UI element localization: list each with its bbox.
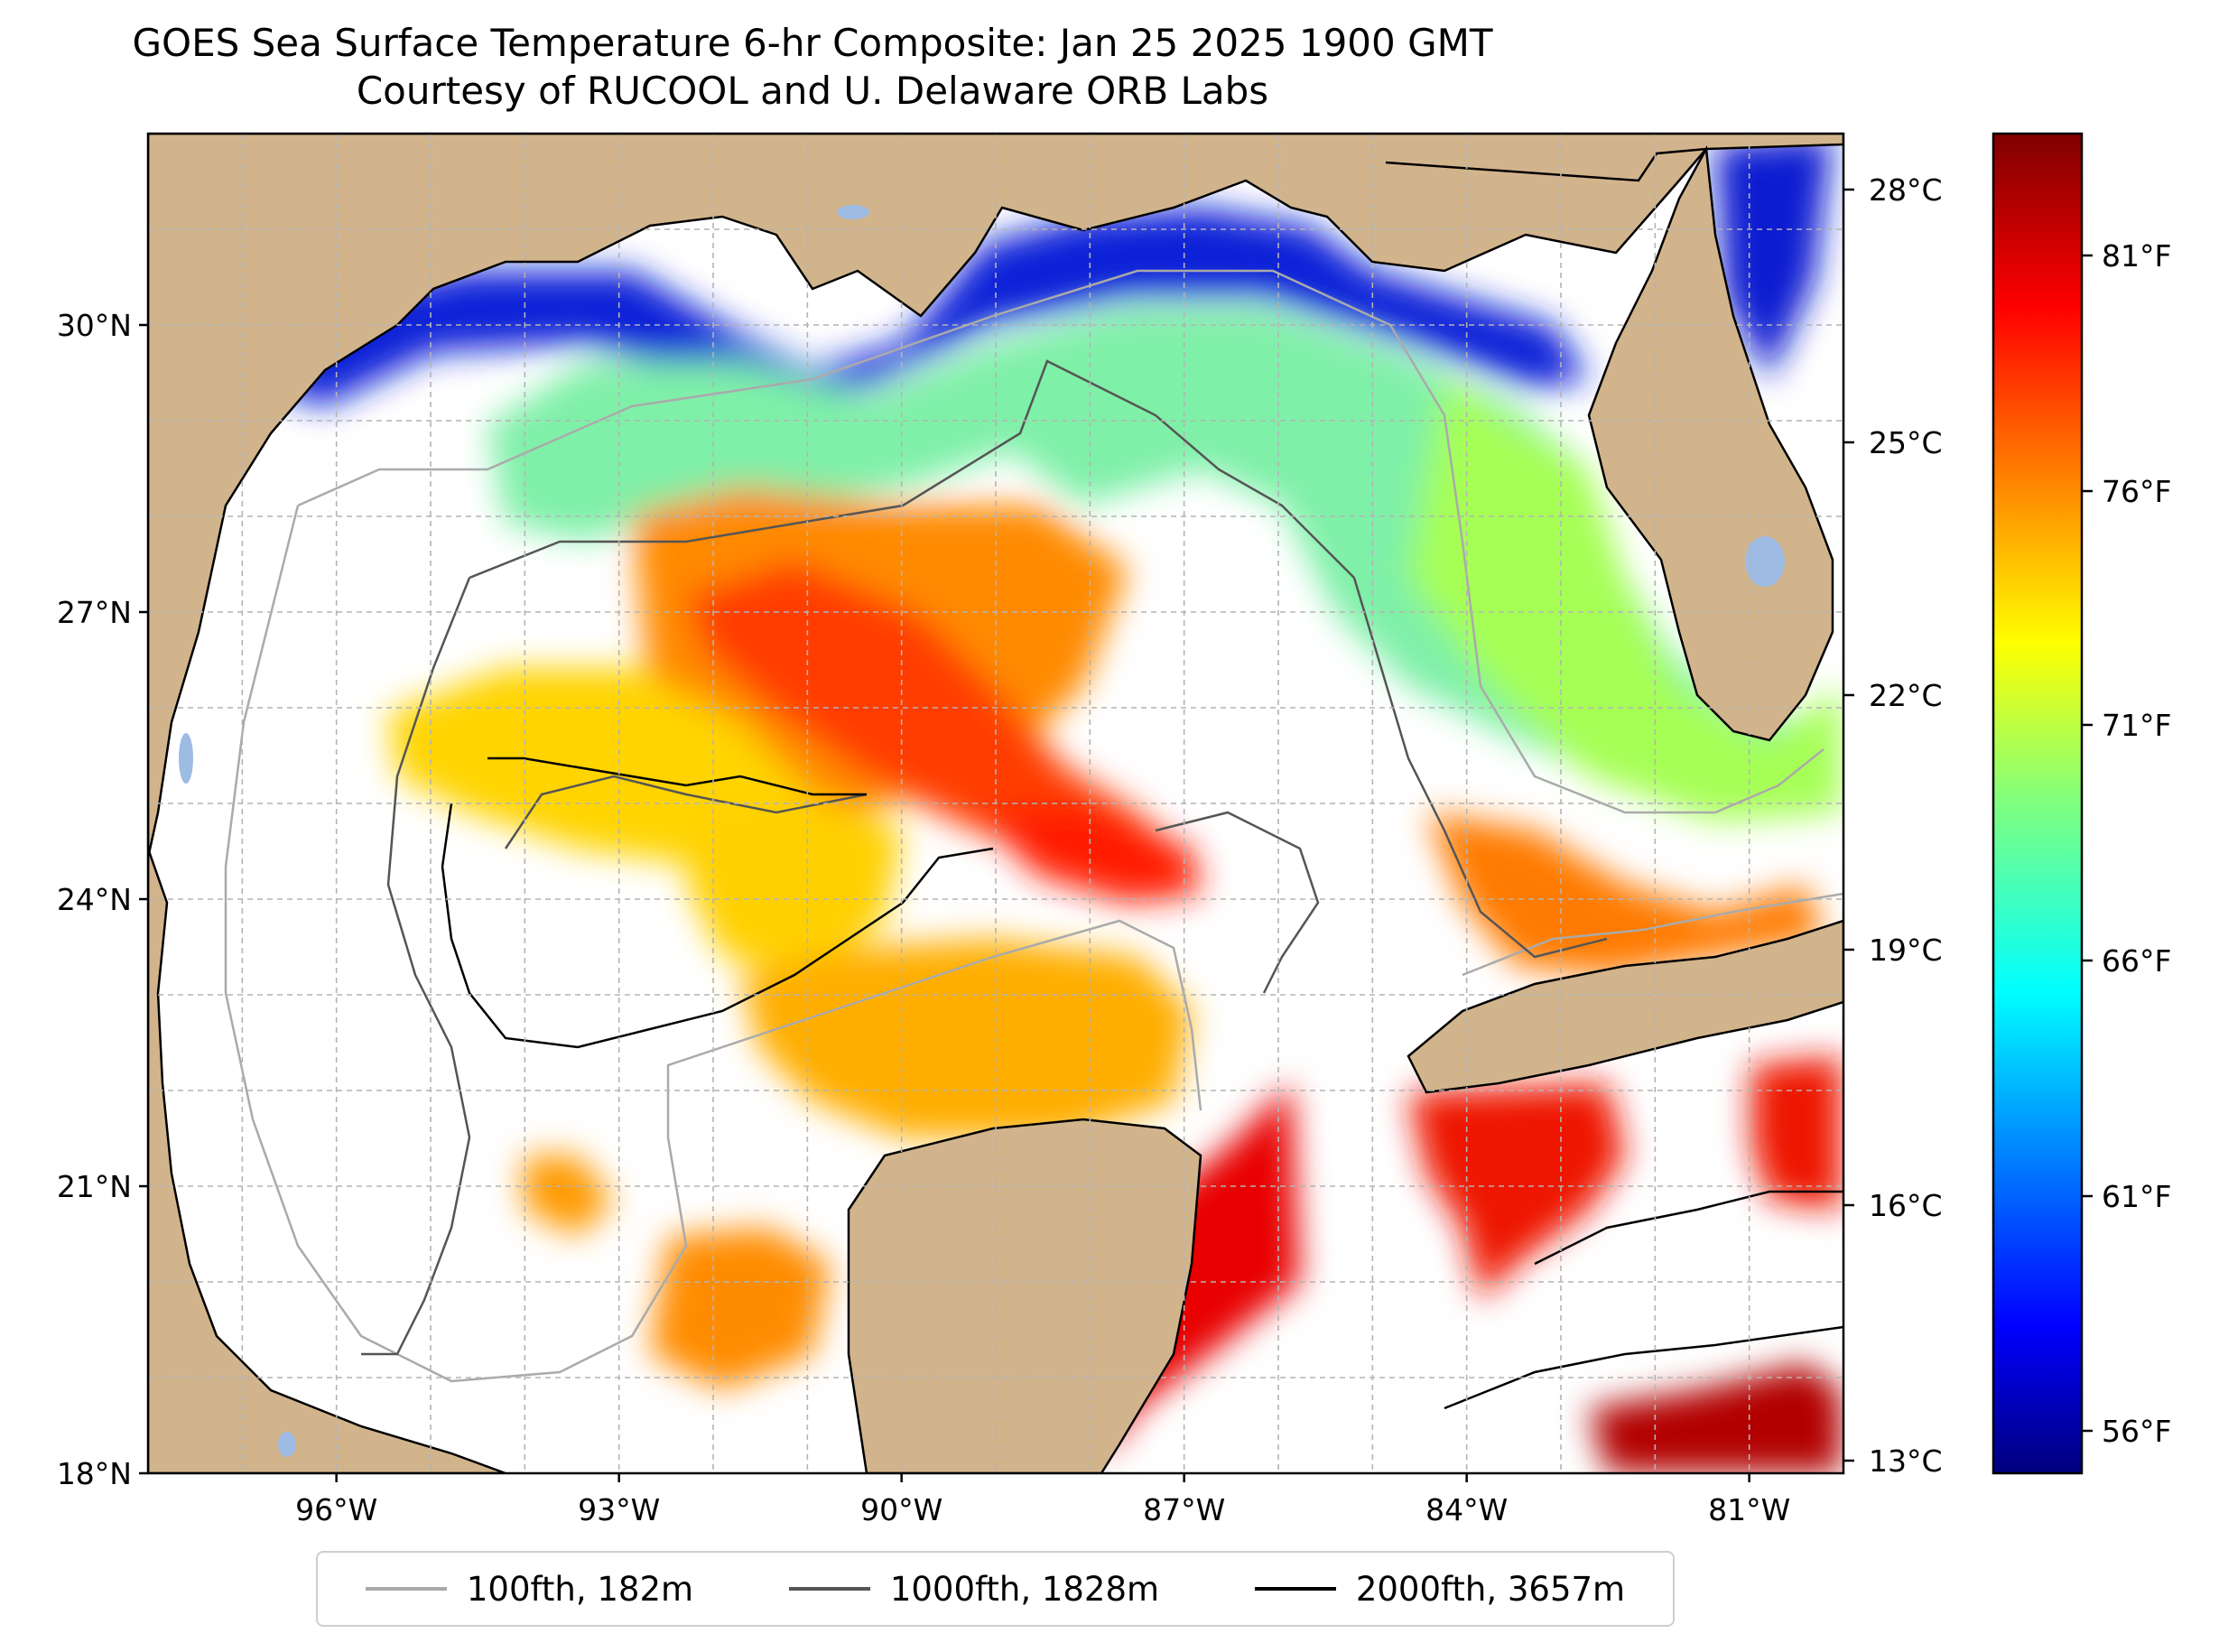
- land-cuba: [1407, 919, 1843, 1094]
- colorbar-celsius-label: 16°C: [1869, 1188, 1943, 1223]
- colorbar-fahrenheit-label: 76°F: [2102, 474, 2171, 509]
- graticule: [148, 134, 1843, 1473]
- lat-tick-label: 24°N: [57, 882, 132, 917]
- lon-tick-label: 84°W: [1425, 1492, 1508, 1527]
- land-yucatan: [847, 1118, 1202, 1473]
- colorbar-fahrenheit-label: 56°F: [2102, 1414, 2171, 1449]
- map-title: GOES Sea Surface Temperature 6-hr Compos…: [132, 21, 1493, 65]
- lon-tick-label: 93°W: [578, 1492, 660, 1527]
- legend-label-100fth: 100fth, 182m: [466, 1569, 694, 1609]
- latitude-labels: 30°N 27°N 24°N 21°N 18°N: [57, 308, 148, 1491]
- colorbar-gradient: [1992, 132, 2084, 1475]
- lon-tick-label: 81°W: [1708, 1492, 1790, 1527]
- sst-orange-w-patch: [524, 1155, 614, 1237]
- lat-tick-label: 18°N: [57, 1456, 132, 1491]
- land: [148, 134, 1843, 1473]
- legend-swatch-1000fth: [788, 1587, 870, 1591]
- legend-label-2000fth: 2000fth, 3657m: [1355, 1569, 1626, 1609]
- sst-orange-sw-patch: [650, 1228, 831, 1390]
- land-florida: [1587, 144, 1834, 742]
- legend-item-100fth: 100fth, 182m: [365, 1569, 694, 1609]
- colorbar-fahrenheit-labels: 81°F 76°F 71°F 66°F 61°F 56°F: [2082, 238, 2171, 1449]
- sst-red-caribbean-2: [1751, 1056, 1842, 1210]
- sst-orange-south: [740, 939, 1192, 1137]
- lat-tick-label: 27°N: [57, 595, 132, 630]
- colorbar-celsius-label: 19°C: [1869, 933, 1943, 968]
- lake-mexico-2: [278, 1432, 296, 1457]
- lon-tick-label: 90°W: [860, 1492, 942, 1527]
- lake-mexico-1: [179, 733, 193, 784]
- colorbar-celsius-label: 22°C: [1869, 678, 1943, 713]
- lakes: [179, 205, 1785, 1457]
- sst-red-caribbean-1: [1408, 1083, 1625, 1300]
- colorbar-fahrenheit-label: 61°F: [2102, 1179, 2171, 1214]
- state-border-fl-ga: [1385, 147, 1707, 182]
- contour-2000fth: [441, 756, 1843, 1410]
- colorbar-celsius-labels: 28°C 25°C 22°C 19°C 16°C 13°C: [1843, 172, 1943, 1479]
- lat-tick-label: 21°N: [57, 1169, 132, 1204]
- sst-cold-fl-east: [1715, 135, 1833, 379]
- colorbar-celsius-label: 25°C: [1869, 425, 1943, 460]
- sst-field: [271, 135, 1842, 1473]
- colorbar-fahrenheit-label: 81°F: [2102, 238, 2171, 274]
- map-frame: [146, 132, 1845, 1475]
- lon-tick-label: 96°W: [295, 1492, 377, 1527]
- sst-cold-north-band: [271, 208, 1589, 406]
- legend-item-2000fth: 2000fth, 3657m: [1254, 1569, 1626, 1609]
- sst-green-fl-shelf: [1408, 379, 1842, 821]
- legend-swatch-100fth: [365, 1587, 447, 1591]
- legend-item-1000fth: 1000fth, 1828m: [788, 1569, 1160, 1609]
- sst-red-center-spot: [975, 803, 1201, 903]
- longitude-labels: 96°W 93°W 90°W 87°W 84°W 81°W: [295, 1473, 1790, 1527]
- sst-orange-southeast: [1426, 812, 1824, 975]
- bathymetry-legend: 100fth, 182m 1000fth, 1828m 2000fth, 365…: [316, 1551, 1675, 1627]
- colorbar-celsius-label: 28°C: [1869, 172, 1943, 208]
- colorbar-celsius-label: 13°C: [1869, 1443, 1943, 1479]
- lake-pontchartrain: [837, 205, 869, 219]
- legend-swatch-2000fth: [1254, 1587, 1336, 1591]
- sst-yellow-south-central: [686, 794, 903, 975]
- colorbar-fahrenheit-label: 66°F: [2102, 943, 2171, 979]
- colorbar-fahrenheit-label: 71°F: [2102, 708, 2171, 743]
- land-north-us: [148, 134, 1843, 858]
- lon-tick-label: 87°W: [1143, 1492, 1225, 1527]
- contour-1000fth: [361, 359, 1608, 1356]
- map-area: [148, 134, 1843, 1473]
- map-subtitle: Courtesy of RUCOOL and U. Delaware ORB L…: [356, 69, 1269, 113]
- colorbar: 28°C 25°C 22°C 19°C 16°C 13°C 81°F 76°F 71°F 66°…: [1843, 132, 2171, 1479]
- legend-label-1000fth: 1000fth, 1828m: [889, 1569, 1160, 1609]
- lat-tick-label: 30°N: [57, 308, 132, 343]
- land-west-mexico: [148, 848, 506, 1473]
- sst-darkred-se: [1589, 1363, 1842, 1473]
- lake-okeechobee: [1745, 536, 1785, 587]
